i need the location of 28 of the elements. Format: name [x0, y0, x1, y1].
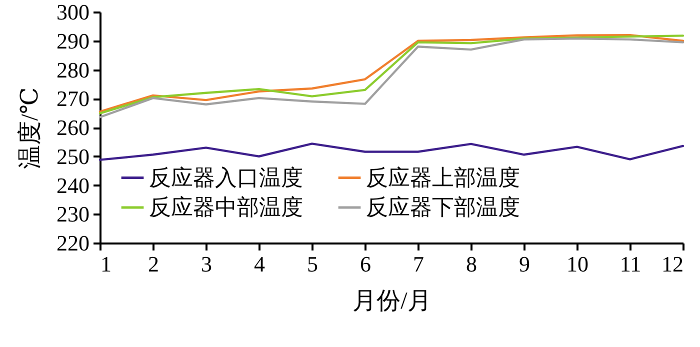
x-tick-label: 10: [566, 252, 588, 276]
x-tick-label: 6: [360, 252, 371, 276]
x-axis-title: 月份/月: [352, 288, 432, 314]
y-tick-label: 290: [56, 28, 90, 54]
line-series: [98, 142, 684, 161]
y-tick-label: 240: [56, 172, 90, 198]
y-tick-label: 250: [56, 144, 90, 169]
legend-label: 反应器上部温度: [366, 164, 520, 190]
x-tick-label: 12: [662, 252, 684, 276]
x-tick-label: 9: [519, 252, 530, 276]
y-tick-label: 300: [56, 0, 90, 24]
y-axis-title: 温度/℃: [16, 87, 44, 169]
legend-label: 反应器入口温度: [149, 164, 303, 190]
y-tick-label: 280: [56, 57, 90, 82]
x-tick-label: 7: [413, 252, 424, 276]
x-tick-label: 4: [254, 252, 265, 276]
y-tick-label: 230: [56, 202, 90, 227]
x-tick-label: 11: [620, 252, 642, 276]
y-tick-label: 260: [56, 115, 90, 140]
legend-label: 反应器中部温度: [149, 194, 303, 220]
x-tick-label: 5: [307, 252, 318, 276]
x-tick-label: 1: [100, 252, 112, 276]
y-tick-label: 220: [56, 230, 90, 256]
legend-label: 反应器下部温度: [366, 194, 520, 220]
x-tick-label: 2: [148, 252, 159, 276]
y-tick-label: 270: [56, 86, 90, 112]
x-tick-label: 3: [201, 252, 212, 276]
x-tick-label: 8: [466, 252, 477, 276]
